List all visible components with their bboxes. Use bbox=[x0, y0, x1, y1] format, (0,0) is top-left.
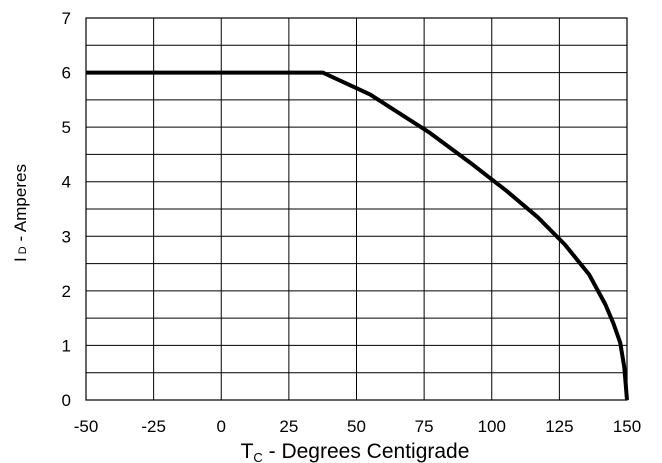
y-tick-label: 3 bbox=[62, 227, 71, 246]
y-tick-label: 2 bbox=[62, 282, 71, 301]
x-tick-label: -50 bbox=[74, 417, 99, 436]
x-axis-title: TC - Degrees Centigrade bbox=[241, 440, 470, 463]
y-tick-label: 1 bbox=[62, 336, 71, 355]
y-tick-label: 0 bbox=[62, 391, 71, 410]
series-layer bbox=[86, 70, 629, 401]
grid bbox=[85, 17, 628, 401]
x-tick-label: 25 bbox=[279, 417, 298, 436]
y-axis-title-text: - Amperes bbox=[11, 164, 30, 246]
x-tick-label: 125 bbox=[545, 417, 573, 436]
y-axis-title-symbol: I bbox=[11, 257, 30, 262]
y-axis-title: ID - Amperes bbox=[11, 164, 30, 262]
y-tick-label: 7 bbox=[62, 9, 71, 28]
x-tick-label: -25 bbox=[141, 417, 166, 436]
x-tick-label: 150 bbox=[613, 417, 641, 436]
y-axis-title-subscript: D bbox=[17, 246, 29, 254]
x-tick-label: 100 bbox=[478, 417, 506, 436]
x-axis-title-text: - Degrees Centigrade bbox=[263, 440, 470, 463]
x-tick-label: 50 bbox=[347, 417, 366, 436]
x-axis-title-subscript: C bbox=[253, 450, 262, 463]
y-tick-labels: 0 1 2 3 4 5 6 7 bbox=[62, 9, 71, 410]
x-tick-labels: -50 -25 0 25 50 75 100 125 150 bbox=[74, 417, 641, 436]
drain-current-derating-line bbox=[86, 70, 629, 401]
y-tick-label: 6 bbox=[62, 64, 71, 83]
y-tick-label: 4 bbox=[62, 173, 71, 192]
x-axis-title-symbol: T bbox=[241, 440, 254, 463]
plot-area-border bbox=[85, 17, 628, 401]
y-tick-label: 5 bbox=[62, 118, 71, 137]
x-tick-label: 0 bbox=[217, 417, 226, 436]
x-tick-label: 75 bbox=[415, 417, 434, 436]
